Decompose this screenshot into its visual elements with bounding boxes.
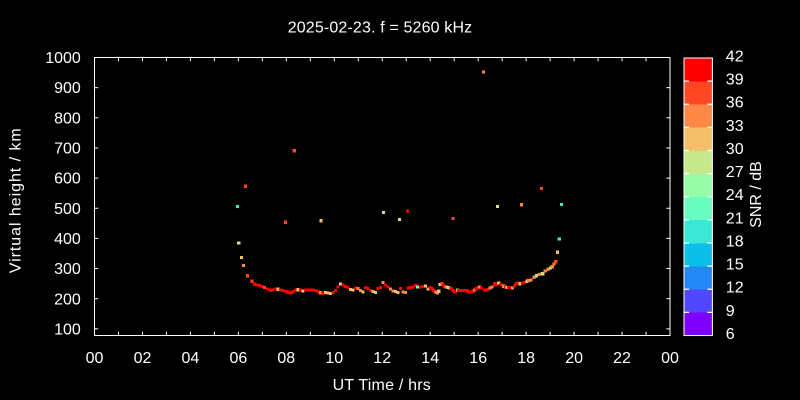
svg-text:33: 33 <box>726 118 744 135</box>
svg-text:42: 42 <box>726 48 744 65</box>
svg-text:30: 30 <box>726 141 744 158</box>
svg-text:6: 6 <box>726 326 735 343</box>
svg-text:12: 12 <box>726 280 744 297</box>
svg-text:04: 04 <box>182 350 200 367</box>
svg-text:300: 300 <box>54 261 81 278</box>
svg-text:22: 22 <box>613 350 631 367</box>
svg-text:UT Time / hrs: UT Time / hrs <box>333 377 431 394</box>
svg-text:500: 500 <box>54 201 81 218</box>
svg-text:36: 36 <box>726 95 744 112</box>
svg-text:39: 39 <box>726 72 744 89</box>
svg-text:600: 600 <box>54 171 81 188</box>
svg-text:06: 06 <box>230 350 248 367</box>
svg-text:15: 15 <box>726 257 744 274</box>
svg-text:20: 20 <box>565 350 583 367</box>
svg-text:00: 00 <box>661 350 679 367</box>
svg-text:1000: 1000 <box>45 50 81 67</box>
svg-text:21: 21 <box>726 210 744 227</box>
svg-text:SNR / dB: SNR / dB <box>748 161 765 228</box>
svg-text:2025-02-23. f = 5260 kHz: 2025-02-23. f = 5260 kHz <box>288 19 473 36</box>
svg-text:100: 100 <box>54 321 81 338</box>
svg-text:24: 24 <box>726 187 744 204</box>
svg-text:08: 08 <box>277 350 295 367</box>
svg-text:18: 18 <box>726 233 744 250</box>
svg-text:200: 200 <box>54 291 81 308</box>
svg-text:Virtual height / km: Virtual height / km <box>8 127 25 273</box>
svg-text:900: 900 <box>54 80 81 97</box>
svg-text:9: 9 <box>726 303 735 320</box>
svg-text:02: 02 <box>134 350 152 367</box>
svg-text:27: 27 <box>726 164 744 181</box>
svg-text:10: 10 <box>325 350 343 367</box>
svg-text:700: 700 <box>54 141 81 158</box>
svg-text:800: 800 <box>54 110 81 127</box>
svg-text:400: 400 <box>54 231 81 248</box>
svg-text:14: 14 <box>421 350 439 367</box>
svg-text:16: 16 <box>469 350 487 367</box>
svg-text:18: 18 <box>517 350 535 367</box>
svg-text:12: 12 <box>373 350 391 367</box>
svg-text:00: 00 <box>86 350 104 367</box>
